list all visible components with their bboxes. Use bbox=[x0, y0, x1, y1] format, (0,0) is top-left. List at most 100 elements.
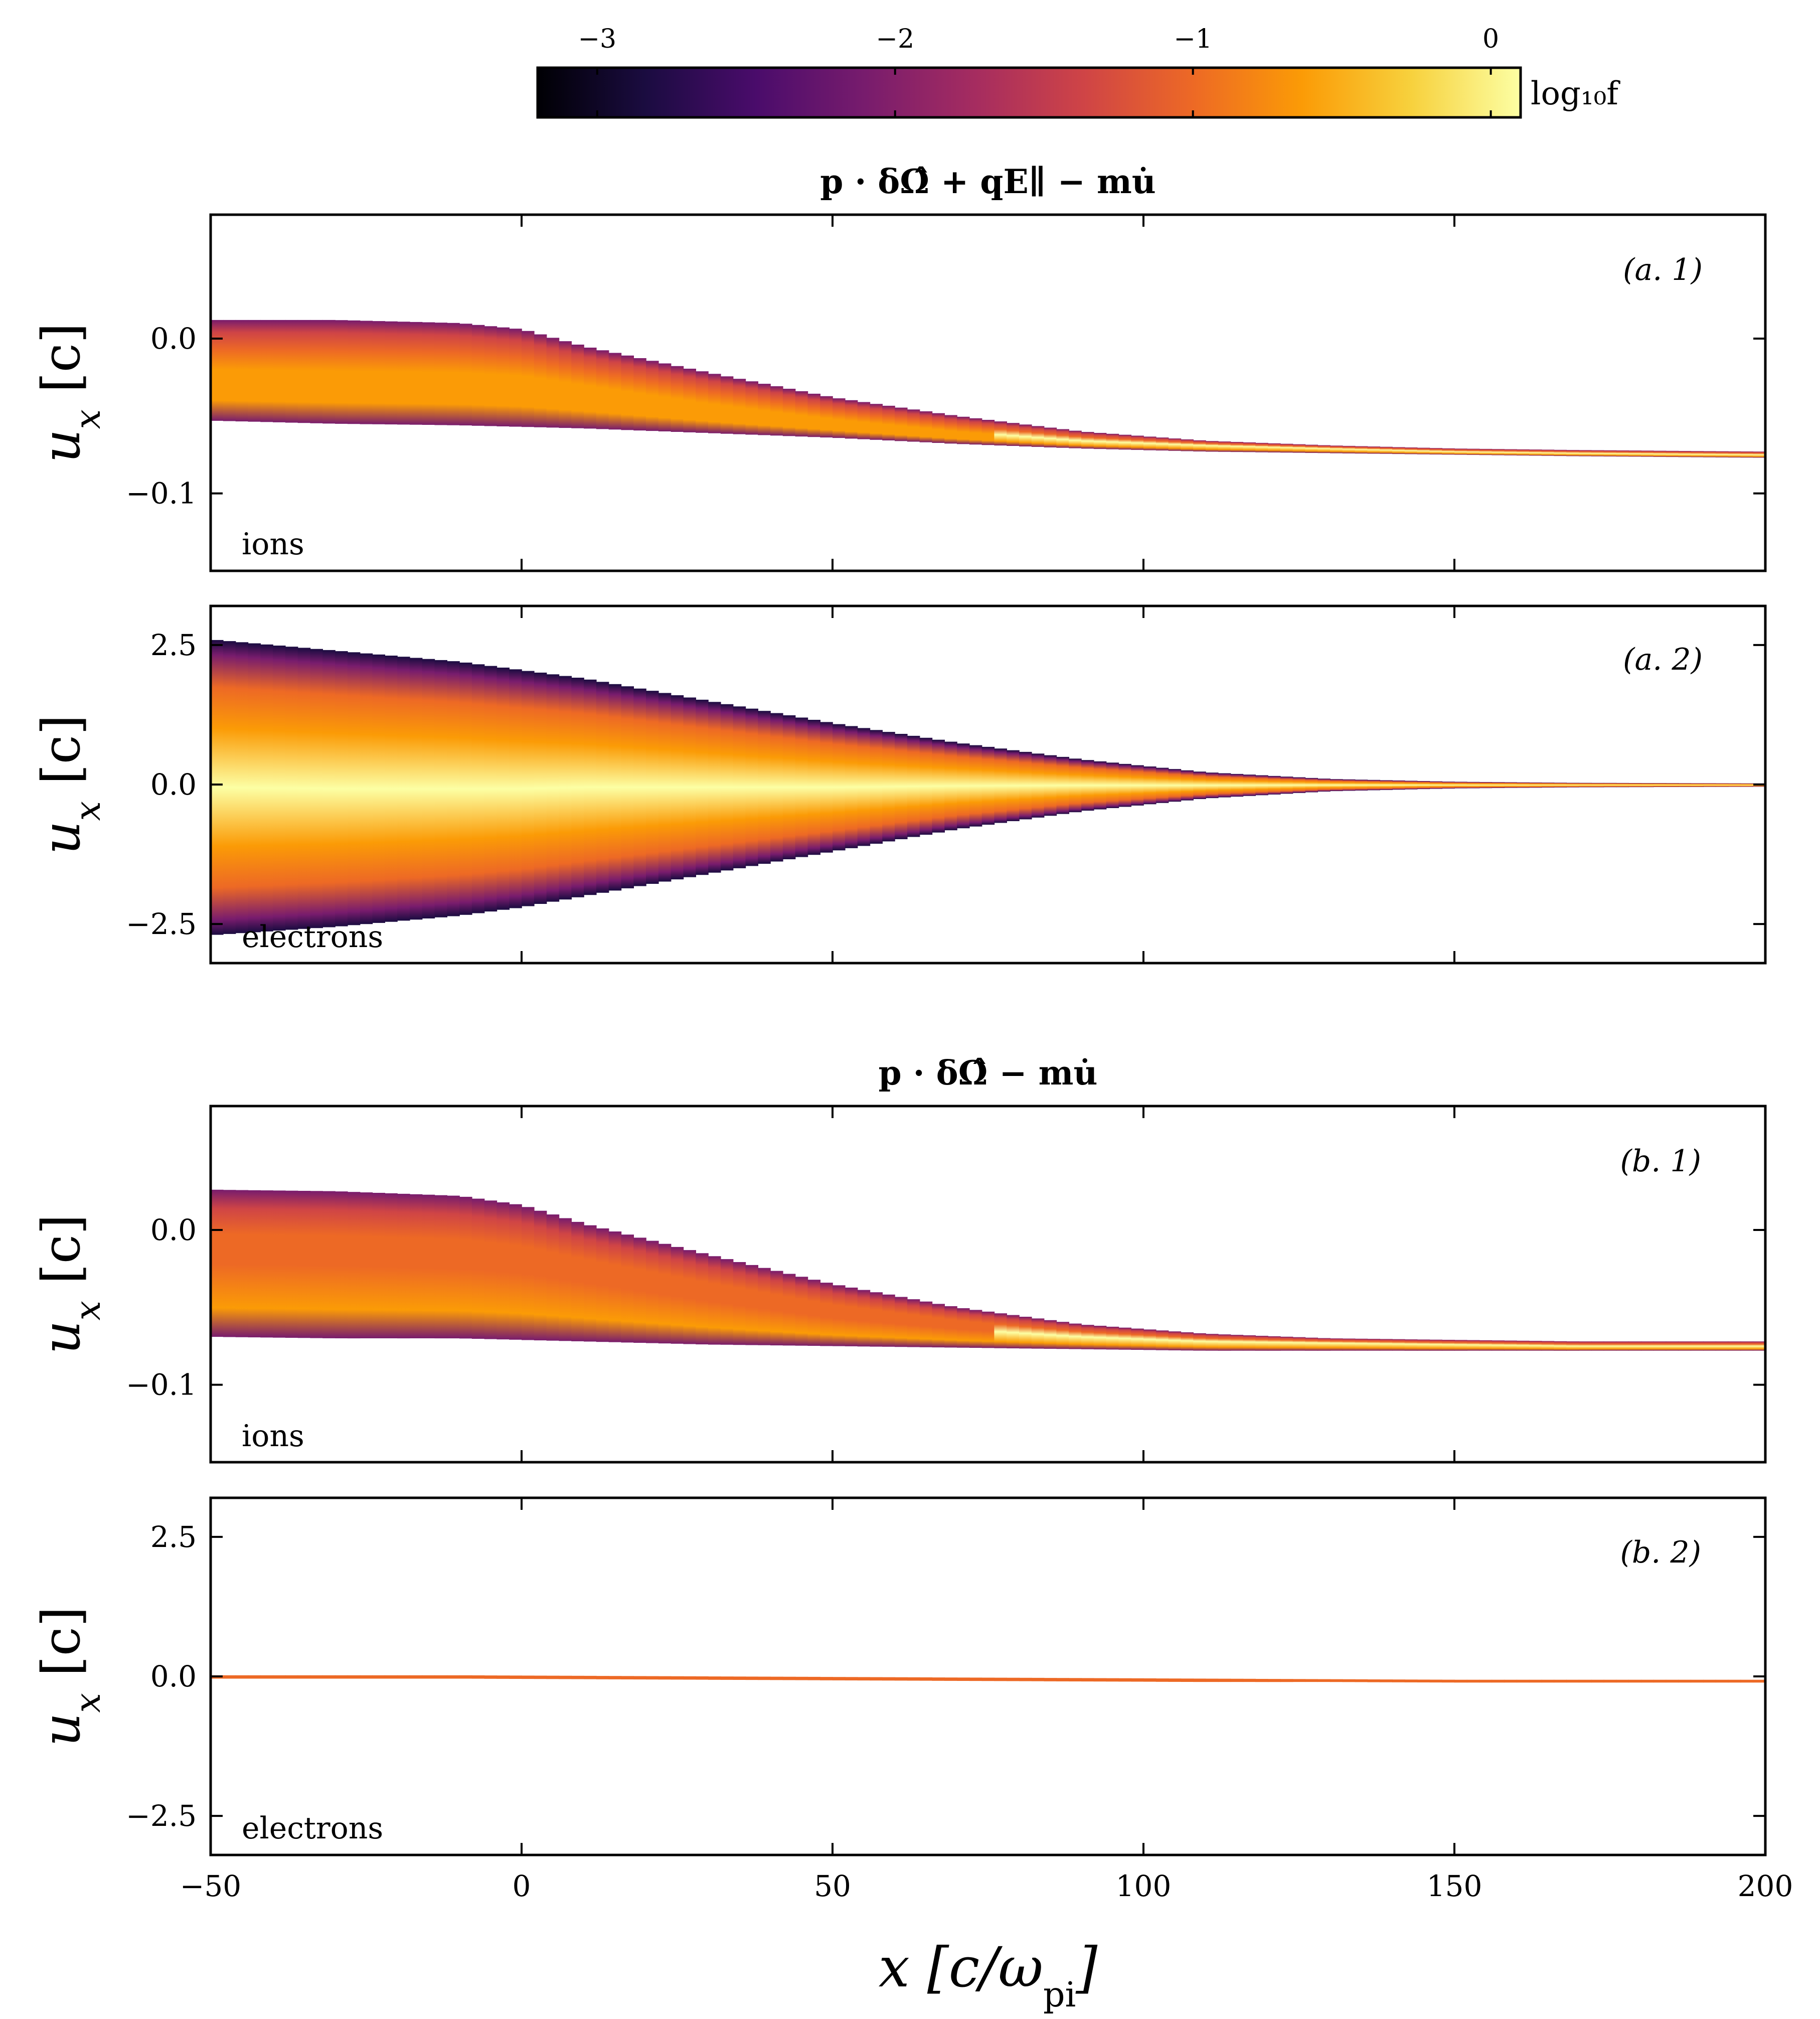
heatmap-cell bbox=[1517, 1340, 1530, 1351]
heatmap-cell bbox=[683, 697, 696, 877]
heatmap-cell bbox=[434, 660, 447, 917]
heatmap-cell bbox=[658, 1676, 672, 1680]
heatmap-cell bbox=[1442, 1340, 1455, 1351]
heatmap-cell bbox=[1404, 781, 1418, 790]
heatmap-cell bbox=[733, 1262, 746, 1345]
heatmap-cell bbox=[372, 1193, 385, 1338]
heatmap-cell bbox=[833, 398, 846, 438]
heatmap-cell bbox=[1031, 1677, 1045, 1681]
heatmap-cell bbox=[1056, 1678, 1069, 1681]
y-tick-label: −0.1 bbox=[126, 1368, 197, 1402]
x-tick-labels: −50 0 50 100 150 200 bbox=[180, 1869, 1793, 1903]
heatmap-cell bbox=[1280, 443, 1293, 453]
colorbar-gradient bbox=[536, 66, 1522, 119]
heatmap-cell bbox=[1691, 451, 1704, 457]
heatmap-cell bbox=[260, 1675, 273, 1679]
heatmap-cell bbox=[1131, 1328, 1144, 1350]
heatmap-cell bbox=[1305, 444, 1318, 453]
heatmap-cell bbox=[870, 404, 883, 440]
heatmap-cell bbox=[696, 371, 709, 433]
heatmap-cell bbox=[646, 1240, 659, 1343]
heatmap-cell bbox=[1429, 1339, 1442, 1351]
heatmap-cell bbox=[1044, 427, 1057, 447]
heatmap-cell bbox=[1442, 782, 1455, 789]
heatmap-cell bbox=[1616, 1679, 1629, 1683]
heatmap-cell bbox=[1479, 782, 1493, 789]
heatmap-cell bbox=[1492, 782, 1505, 788]
heatmap-cell bbox=[397, 657, 410, 921]
heatmap-cell bbox=[1554, 449, 1567, 456]
heatmap-cell bbox=[944, 1306, 957, 1348]
heatmap-cell bbox=[646, 691, 659, 884]
heatmap-cell bbox=[1392, 1679, 1405, 1682]
heatmap-cell bbox=[1155, 1678, 1169, 1682]
heatmap-cell bbox=[1691, 783, 1704, 787]
heatmap-cell bbox=[1193, 440, 1206, 451]
heatmap-cell bbox=[895, 734, 908, 839]
x-tick-label: 50 bbox=[814, 1869, 851, 1903]
heatmap-cell bbox=[484, 666, 498, 912]
heatmap-cell bbox=[1653, 1341, 1667, 1351]
heatmap-cell bbox=[782, 1676, 796, 1680]
colorbar-label: log₁₀f bbox=[1531, 75, 1620, 112]
heatmap-cell bbox=[447, 1195, 460, 1339]
heatmap-cell bbox=[1168, 769, 1182, 802]
heatmap-cell bbox=[981, 420, 995, 445]
heatmap-cell bbox=[385, 321, 398, 425]
panel-tag-b2: (b. 2) bbox=[1620, 1535, 1701, 1570]
heatmap-cell bbox=[907, 1677, 920, 1681]
heatmap-cell bbox=[1666, 450, 1679, 457]
heatmap-cell bbox=[347, 652, 361, 925]
heatmap-cell bbox=[509, 669, 522, 908]
x-tick-label: 200 bbox=[1738, 1869, 1793, 1903]
heatmap-cell bbox=[882, 405, 895, 440]
heatmap-cell bbox=[1728, 783, 1741, 787]
heatmap-cell bbox=[1529, 449, 1542, 456]
heatmap-cell bbox=[1193, 1333, 1206, 1351]
heatmap-cell bbox=[1007, 750, 1020, 821]
heatmap-cell bbox=[1243, 1335, 1256, 1351]
heatmap-cell bbox=[969, 1677, 982, 1681]
heatmap-cell bbox=[944, 741, 957, 831]
heatmap-cell bbox=[1628, 783, 1641, 788]
heatmap-cell bbox=[1566, 1679, 1579, 1683]
y-tick-label: 0.0 bbox=[150, 1213, 197, 1247]
heatmap-cell bbox=[397, 1193, 410, 1339]
heatmap-cell bbox=[1641, 1679, 1654, 1683]
panel-a2-electrons: 2.5 0.0 −2.5 (a. 2) electrons ux [c] bbox=[31, 604, 1767, 965]
heatmap-cell bbox=[608, 1676, 622, 1679]
heatmap-cell bbox=[1106, 433, 1119, 449]
heatmap-cell bbox=[1355, 446, 1368, 454]
heatmap-cell bbox=[397, 1675, 410, 1679]
heatmap-cell bbox=[745, 708, 758, 866]
heatmap-cell bbox=[360, 1675, 373, 1679]
heatmap-cell bbox=[447, 661, 460, 916]
heatmap-cell bbox=[534, 1210, 547, 1341]
heatmap-cell bbox=[994, 1677, 1007, 1681]
heatmap-cell bbox=[745, 1265, 758, 1345]
heatmap-cell bbox=[708, 702, 721, 873]
species-label-b2: electrons bbox=[242, 1811, 383, 1846]
heatmap-cell bbox=[994, 1313, 1007, 1348]
heatmap-cell bbox=[471, 325, 485, 426]
heatmap-cell bbox=[957, 416, 970, 444]
heatmap-cell bbox=[720, 1676, 734, 1680]
heatmap-cell bbox=[1541, 1341, 1555, 1351]
heatmap-cell bbox=[385, 656, 398, 922]
x-tick-label: 0 bbox=[513, 1869, 531, 1903]
heatmap-cell bbox=[870, 1292, 883, 1347]
heatmap-cell bbox=[1691, 1679, 1704, 1683]
heatmap-cell bbox=[1230, 442, 1244, 452]
heatmap-cell bbox=[459, 1675, 472, 1679]
heatmap-cell bbox=[833, 1285, 846, 1346]
heatmap-cell bbox=[1206, 1334, 1219, 1351]
ticks-b2: 2.5 0.0 −2.5 bbox=[126, 1498, 1765, 1855]
heatmap-cell bbox=[1715, 1679, 1729, 1683]
heatmap-cell bbox=[1753, 1679, 1765, 1683]
heatmap-a2 bbox=[211, 640, 1765, 935]
heatmap-cell bbox=[733, 379, 746, 434]
heatmap-cell bbox=[621, 1234, 634, 1343]
heatmap-cell bbox=[1504, 1679, 1517, 1683]
heatmap-cell bbox=[807, 720, 820, 855]
heatmap-cell bbox=[1504, 449, 1517, 455]
